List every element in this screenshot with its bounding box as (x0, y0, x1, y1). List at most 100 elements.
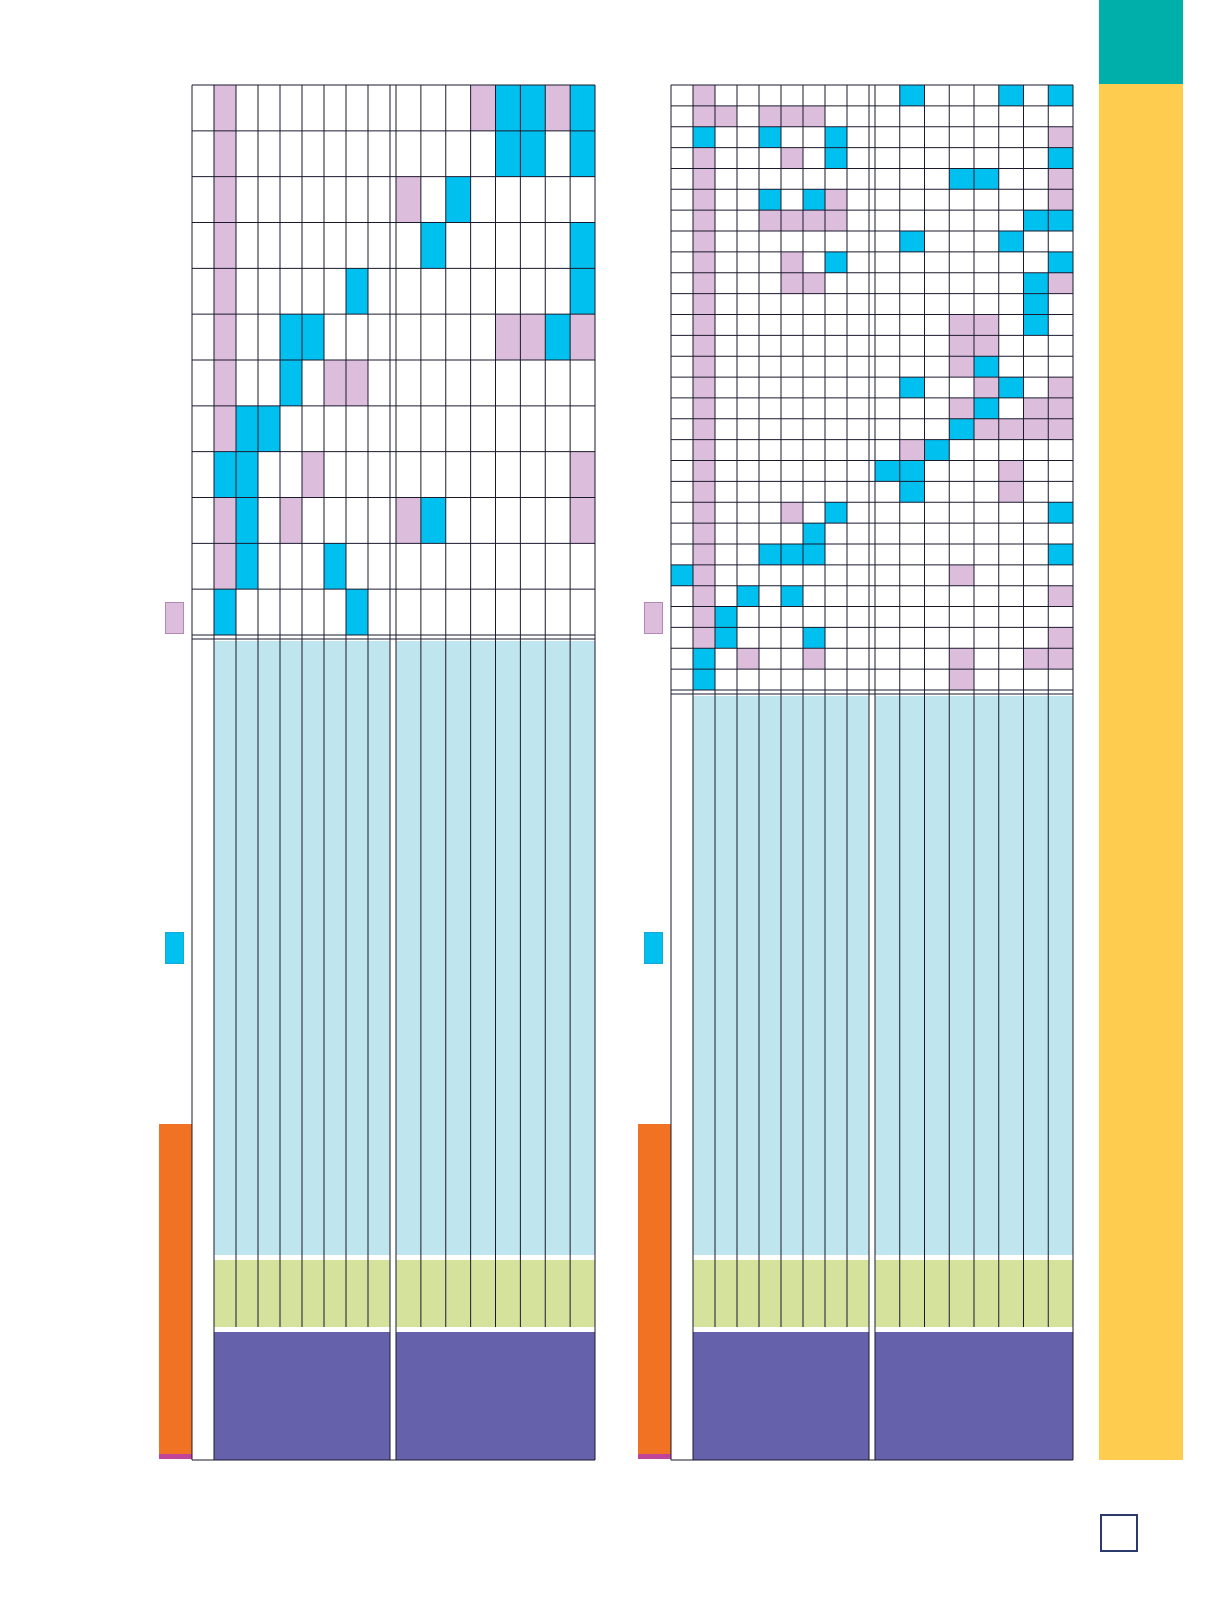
recommended-cell (1048, 397, 1073, 419)
assessment-cell (803, 627, 825, 649)
orange-section-bar-left (159, 1124, 192, 1454)
assessment-cell (875, 460, 900, 482)
assessment-cell (570, 268, 595, 315)
recommended-cell (1048, 585, 1073, 607)
right-table (670, 84, 1074, 1461)
recommended-cell (781, 147, 803, 169)
assessment-cell (520, 130, 546, 177)
recommended-cell (781, 105, 803, 127)
assessment-cell (324, 543, 346, 590)
page-number-box (1100, 1514, 1138, 1552)
recommended-cell (495, 314, 521, 360)
assessment-cell (803, 543, 825, 565)
assessment-cell (214, 589, 236, 635)
recommended-legend-swatch-left (165, 602, 184, 634)
assessment-cell (715, 627, 737, 649)
purple-band (875, 1332, 1073, 1460)
assessment-cell (899, 460, 925, 482)
assessment-cell (1023, 272, 1049, 294)
assessment-cell (899, 85, 925, 106)
assessment-cell (570, 85, 595, 131)
recommended-cell (520, 314, 546, 360)
recommended-cell (302, 451, 324, 498)
assessment-cell (949, 168, 974, 190)
recommended-cell (803, 272, 825, 294)
recommended-cell (1048, 627, 1073, 649)
assessment-cell (693, 669, 715, 690)
assessment-cell (236, 405, 258, 452)
recommended-cell (1023, 418, 1049, 440)
assessment-cell (1048, 251, 1073, 273)
assessment-cell (737, 585, 759, 607)
assessment-cell (825, 147, 847, 169)
assessment-cell (258, 405, 280, 452)
assessment-cell (495, 130, 521, 177)
recommended-cell (974, 314, 999, 336)
recommended-cell (570, 314, 595, 360)
recommended-cell (324, 360, 346, 406)
purple-band (693, 1332, 869, 1460)
recommended-cell (1048, 126, 1073, 148)
recommended-cell (545, 85, 571, 131)
assessment-cell (693, 126, 715, 148)
recommended-cell (1048, 377, 1073, 398)
assessment-cell (759, 543, 781, 565)
assessment-cell (671, 564, 693, 586)
assessment-cell (1023, 293, 1049, 315)
assessment-cell (346, 589, 368, 635)
assessment-cell (974, 168, 999, 190)
recommended-cell (693, 564, 715, 586)
recommended-cell (1048, 189, 1073, 211)
assessment-cell (974, 356, 999, 378)
recommended-cell (570, 451, 595, 498)
magenta-section-bar-right (638, 1454, 671, 1459)
assessment-legend-swatch-left (165, 932, 184, 964)
assessment-cell (420, 222, 446, 269)
recommended-cell (346, 360, 368, 406)
assessment-cell (346, 268, 368, 315)
assessment-cell (280, 360, 302, 406)
recommended-cell (759, 210, 781, 232)
assessment-cell (570, 130, 595, 177)
assessment-cell (214, 451, 236, 498)
recommended-cell (974, 418, 999, 440)
assessment-cell (781, 585, 803, 607)
recommended-cell (570, 497, 595, 544)
recommended-cell (949, 564, 974, 586)
chapter-tab-yellow (1099, 84, 1183, 1460)
assessment-cell (803, 523, 825, 544)
recommended-cell (803, 105, 825, 127)
assessment-cell (825, 251, 847, 273)
recommended-cell (803, 648, 825, 670)
recommended-cell (781, 272, 803, 294)
magenta-section-bar-left (159, 1454, 192, 1459)
recommended-cell (781, 210, 803, 232)
recommended-cell (781, 502, 803, 524)
assessment-cell (1048, 85, 1073, 106)
assessment-cell (1023, 210, 1049, 232)
recommended-cell (899, 439, 925, 461)
assessment-cell (781, 543, 803, 565)
assessment-cell (545, 314, 571, 360)
recommended-cell (974, 377, 999, 398)
recommended-cell (974, 335, 999, 357)
recommended-cell (949, 335, 974, 357)
assessment-cell (759, 126, 781, 148)
recommended-cell (715, 105, 737, 127)
assessment-cell (825, 126, 847, 148)
assessment-cell (420, 497, 446, 544)
recommended-cell (803, 210, 825, 232)
assessment-cell (998, 231, 1024, 252)
purple-band (214, 1332, 390, 1460)
assessment-cell (825, 502, 847, 524)
assessment-cell (1048, 210, 1073, 232)
recommended-column (693, 85, 715, 690)
recommended-cell (825, 210, 847, 232)
assessment-legend-swatch-right (644, 932, 663, 964)
assessment-cell (445, 176, 471, 223)
recommended-legend-swatch-right (644, 602, 663, 634)
recommended-cell (949, 648, 974, 670)
recommended-cell (396, 176, 421, 223)
assessment-cell (236, 497, 258, 544)
